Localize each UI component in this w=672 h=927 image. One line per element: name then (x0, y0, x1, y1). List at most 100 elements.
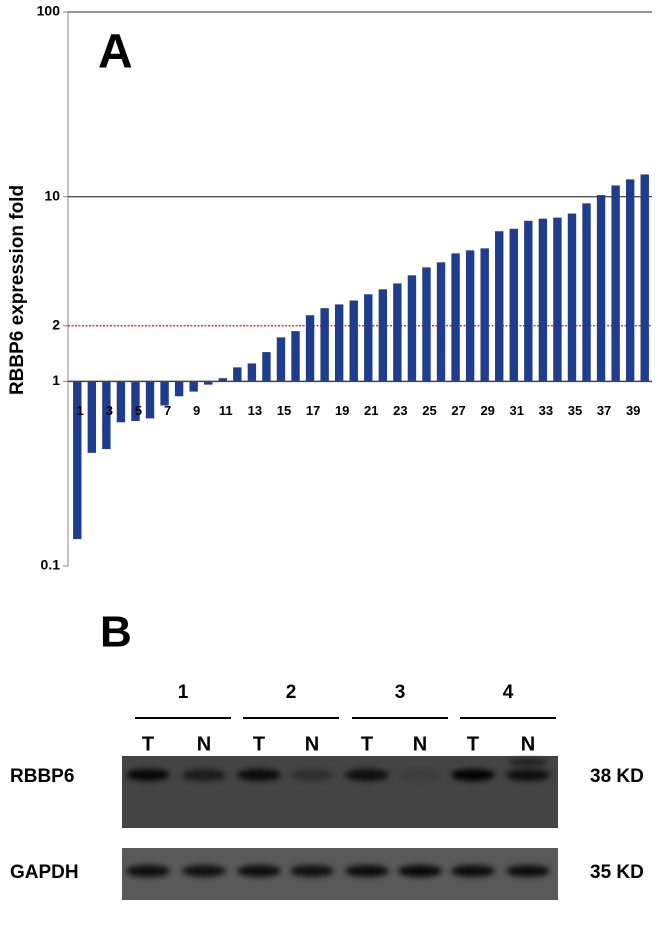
blot-band (508, 758, 548, 766)
bar (174, 381, 184, 397)
y-tick-label: 10 (44, 187, 60, 203)
bar (247, 363, 257, 382)
x-tick-label: 9 (193, 403, 200, 418)
panel-label: B (100, 608, 132, 657)
bar (189, 381, 198, 392)
bar (218, 378, 227, 382)
bar (480, 248, 489, 382)
lane-group-label: 4 (503, 682, 514, 703)
x-tick-label: 3 (106, 403, 113, 418)
lane-label: T (361, 733, 373, 755)
bar (131, 381, 140, 421)
x-tick-label: 25 (422, 403, 436, 418)
blot-band (290, 769, 334, 781)
blot-band (398, 769, 442, 781)
bar (233, 367, 242, 382)
bar (262, 352, 271, 382)
bar (625, 179, 635, 382)
bar (116, 381, 126, 423)
x-tick-label: 1 (77, 403, 84, 418)
bar (509, 228, 518, 382)
y-tick-label: 1 (52, 372, 60, 388)
blot-band (126, 865, 170, 877)
bar (495, 231, 504, 382)
y-tick-label: 2 (52, 316, 60, 332)
blot-band (237, 865, 281, 877)
x-tick-label: 27 (451, 403, 465, 418)
bar (160, 381, 169, 406)
bar (451, 253, 460, 382)
lane-group-label: 3 (395, 682, 406, 703)
bar (596, 195, 606, 382)
lane-label: T (253, 733, 265, 755)
bar (364, 294, 373, 382)
bar (276, 337, 286, 382)
x-tick-label: 29 (480, 403, 494, 418)
bar (204, 381, 213, 385)
x-tick-label: 21 (364, 403, 378, 418)
bar (393, 283, 402, 382)
panel-label: A (98, 26, 133, 79)
x-tick-label: 35 (568, 403, 582, 418)
blot-band (290, 865, 334, 877)
bar (87, 381, 97, 453)
blot-band (506, 769, 550, 781)
x-tick-label: 5 (135, 403, 142, 418)
bar (553, 217, 562, 382)
x-tick-label: 23 (393, 403, 407, 418)
blot-band (345, 865, 389, 877)
bar (436, 262, 446, 382)
bar (422, 267, 431, 382)
bar (465, 250, 475, 382)
x-tick-label: 17 (306, 403, 320, 418)
bar (640, 174, 649, 382)
lane-label: T (467, 733, 479, 755)
bar (567, 213, 577, 382)
bar (291, 331, 300, 382)
blot-band (182, 865, 226, 877)
x-tick-label: 39 (626, 403, 640, 418)
blot-strip (122, 756, 558, 828)
lane-label: N (197, 733, 211, 755)
bar (407, 275, 417, 382)
size-label: 35 KD (590, 862, 644, 883)
y-axis-label: RBBP6 expression fold (7, 185, 28, 395)
lane-label: N (521, 733, 535, 755)
lane-group-label: 1 (178, 682, 189, 703)
blot-band (451, 769, 495, 781)
bar (145, 381, 155, 419)
y-tick-label: 100 (37, 3, 61, 19)
lane-group-label: 2 (286, 682, 297, 703)
bar (524, 220, 533, 382)
x-tick-label: 7 (164, 403, 171, 418)
bar (582, 203, 591, 382)
bar (73, 381, 82, 540)
bar (305, 315, 315, 382)
bar (538, 218, 548, 382)
blot-band (345, 769, 389, 781)
lane-label: T (142, 733, 154, 755)
blot-band (182, 769, 226, 781)
size-label: 38 KD (590, 766, 644, 787)
y-tick-label: 0.1 (41, 557, 61, 573)
x-tick-label: 33 (539, 403, 553, 418)
blot-band (237, 769, 281, 781)
blot-band (398, 865, 442, 877)
bar (611, 185, 620, 382)
bar (320, 308, 329, 382)
x-tick-label: 31 (510, 403, 524, 418)
x-tick-label: 13 (248, 403, 262, 418)
row-label: RBBP6 (10, 766, 74, 787)
bar (378, 289, 388, 382)
bar (102, 381, 111, 450)
blot-band (506, 865, 550, 877)
blot-band (126, 769, 170, 781)
row-label: GAPDH (10, 862, 79, 883)
lane-label: N (305, 733, 319, 755)
bar (349, 300, 358, 382)
x-tick-label: 37 (597, 403, 611, 418)
x-tick-label: 19 (335, 403, 349, 418)
bar (334, 304, 344, 382)
blot-band (451, 865, 495, 877)
